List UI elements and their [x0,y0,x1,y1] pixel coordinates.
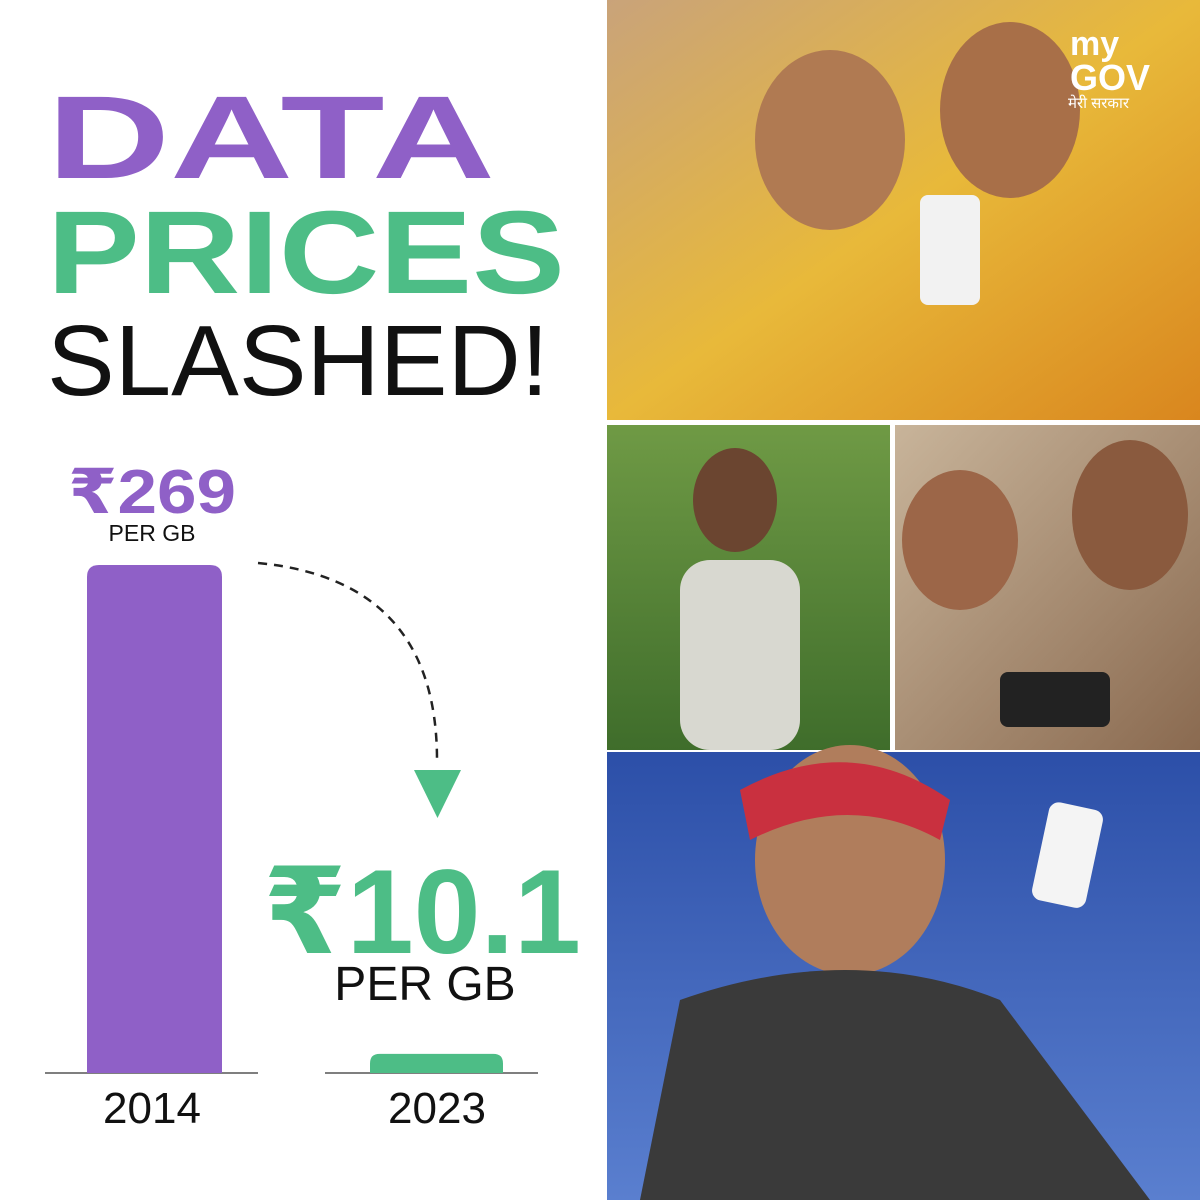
title-line: SLASHED! [47,305,549,417]
value-label: ₹10.1 [263,845,581,979]
photo-figure [680,560,800,750]
photo-figure [1072,440,1188,590]
title-line: DATA [47,72,495,204]
photo-top [607,0,1200,420]
logo-tagline: मेरी सरकार [1068,94,1130,112]
arrow-head [414,770,461,818]
photo-figure [902,470,1018,610]
title-line: PRICES [47,187,565,319]
photo-phone [1000,672,1110,727]
bar [370,1053,503,1073]
value-label: ₹269 [68,458,236,527]
unit-label: PER GB [109,520,196,546]
category-label: 2014 [103,1084,201,1133]
category-label: 2023 [388,1084,486,1133]
photo-figure [755,50,905,230]
photo-figure [940,22,1080,198]
photo-figure [640,970,1150,1200]
unit-label: PER GB [334,958,515,1011]
logo-text: my [1070,25,1119,63]
photo-phone [1032,802,1103,908]
photo-phone [920,195,980,305]
arrow [257,561,439,761]
photo-figure [693,448,777,552]
bar [87,565,222,1073]
photo-scarf [740,762,950,840]
logo-text: GOV [1070,57,1150,98]
